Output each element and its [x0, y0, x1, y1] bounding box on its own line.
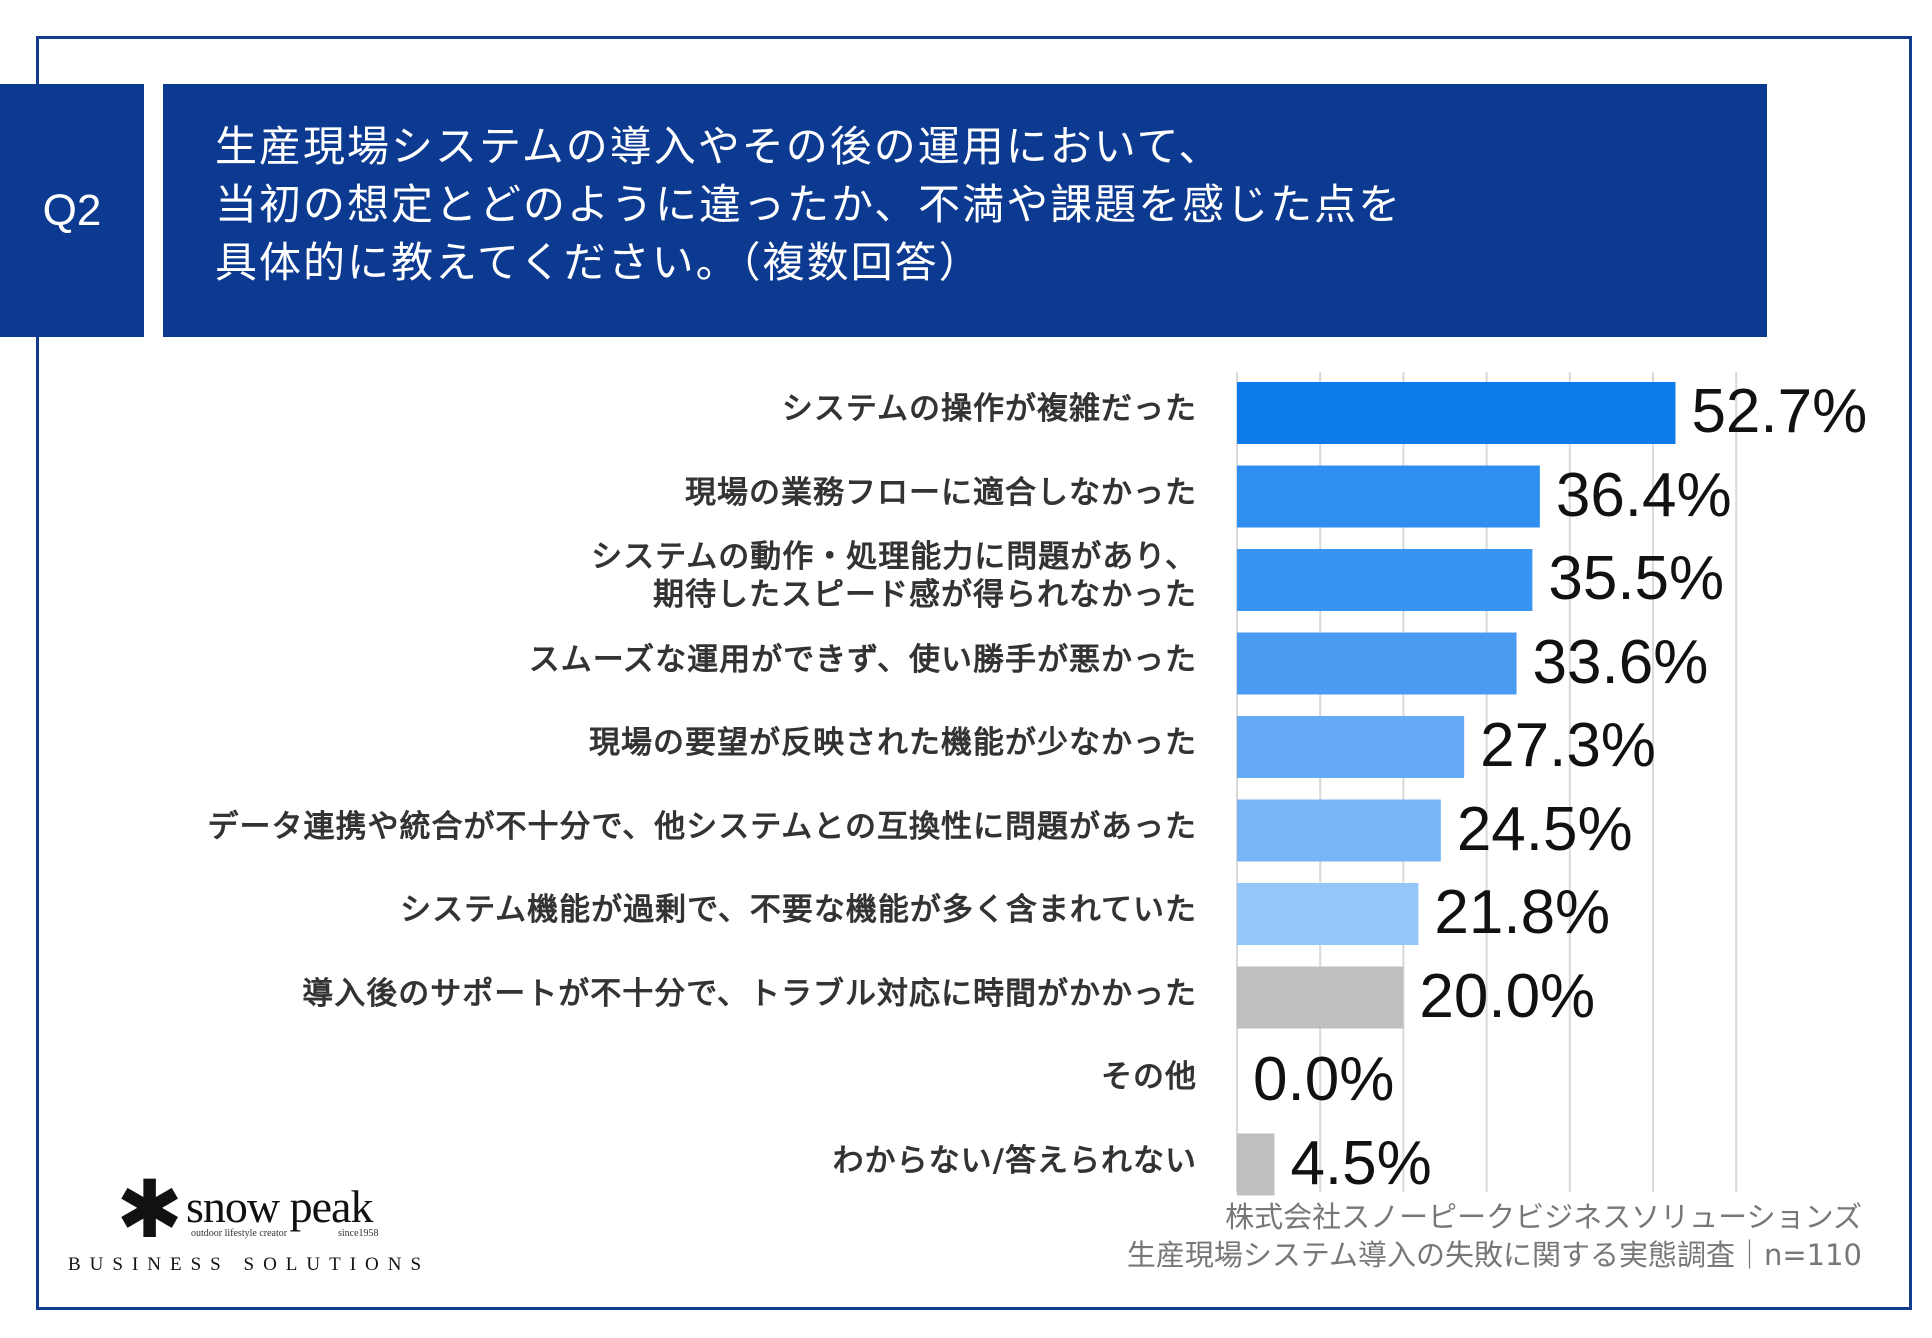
- value-label-2: 35.5%: [1548, 544, 1725, 613]
- source-credit: 株式会社スノーピークビジネスソリューションズ 生産現場システム導入の失敗に関する…: [1127, 1198, 1862, 1274]
- bar-6: [1237, 883, 1419, 945]
- bar-0: [1237, 382, 1676, 444]
- value-label-0: 52.7%: [1691, 377, 1868, 446]
- category-label-8-line-0: その他: [1101, 1059, 1197, 1095]
- bar-1: [1237, 465, 1540, 528]
- category-label-2-line-1: 期待したスピード感が得られなかった: [653, 577, 1197, 613]
- category-label-1-line-0: 現場の業務フローに適合しなかった: [685, 474, 1197, 511]
- value-label-8: 0.0%: [1253, 1045, 1395, 1114]
- figure-frame: [36, 36, 1912, 1310]
- category-label-9-line-0: わからない/答えられない: [832, 1142, 1197, 1179]
- logo-subtitle: BUSINESS SOLUTIONS: [68, 1254, 431, 1275]
- category-label-8: その他: [1101, 1058, 1197, 1096]
- question-line-1: 生産現場システムの導入やその後の運用において、: [215, 122, 1223, 171]
- logo-tagline: outdoor lifestyle creator: [191, 1228, 288, 1239]
- category-label-0-line-0: システムの操作が複雑だった: [781, 391, 1197, 427]
- question-line-2: 当初の想定とどのように違ったか、不満や課題を感じた点を: [215, 180, 1403, 229]
- question-line-3: 具体的に教えてください。（複数回答）: [215, 238, 983, 287]
- category-label-5-line-0: データ連携や統合が不十分で、他システムとの互換性に問題があった: [207, 808, 1197, 845]
- bar-9: [1237, 1133, 1275, 1196]
- asterisk-logo-icon: ✱: [116, 1163, 184, 1256]
- category-label-0: システムの操作が複雑だった: [782, 390, 1197, 428]
- bar-2: [1237, 549, 1533, 611]
- value-label-3: 33.6%: [1532, 627, 1709, 697]
- category-label-2: システムの動作・処理能力に問題があり、 期待したスピード感が得られなかった: [591, 538, 1197, 614]
- category-label-6-line-0: システム機能が過剰で、不要な機能が多く含まれていた: [400, 892, 1197, 928]
- category-label-7: 導入後のサポートが不十分で、トラブル対応に時間がかかった: [302, 975, 1197, 1013]
- snow-peak-logo: ✱ snow peak outdoor lifestyle creator si…: [68, 1170, 448, 1280]
- bar-7: [1237, 966, 1404, 1029]
- category-label-7-line-0: 導入後のサポートが不十分で、トラブル対応に時間がかかった: [302, 975, 1197, 1012]
- credit-company: 株式会社スノーピークビジネスソリューションズ: [1225, 1200, 1862, 1234]
- category-label-4-line-0: 現場の要望が反映された機能が少なかった: [589, 725, 1197, 761]
- category-label-3: スムーズな運用ができず、使い勝手が悪かった: [529, 641, 1197, 679]
- value-label-6: 21.8%: [1434, 878, 1611, 947]
- value-label-9: 4.5%: [1290, 1128, 1432, 1198]
- value-label-7: 20.0%: [1419, 961, 1596, 1031]
- bar-5: [1237, 799, 1441, 862]
- question-box: 生産現場システムの導入やその後の運用において、 当初の想定とどのように違ったか、…: [163, 84, 1767, 337]
- bar-4: [1237, 716, 1465, 778]
- category-label-3-line-0: スムーズな運用ができず、使い勝手が悪かった: [528, 641, 1197, 678]
- value-label-4: 27.3%: [1480, 711, 1656, 780]
- value-label-1: 36.4%: [1555, 460, 1732, 530]
- credit-survey: 生産現場システム導入の失敗に関する実態調査｜n=110: [1126, 1238, 1862, 1272]
- category-label-6: システム機能が過剰で、不要な機能が多く含まれていた: [400, 891, 1197, 929]
- question-badge: Q2: [0, 84, 144, 337]
- category-label-4: 現場の要望が反映された機能が少なかった: [589, 724, 1197, 762]
- bar-3: [1237, 632, 1517, 695]
- category-label-2-line-0: システムの動作・処理能力に問題があり、: [591, 539, 1197, 575]
- category-label-1: 現場の業務フローに適合しなかった: [685, 474, 1197, 512]
- value-label-5: 24.5%: [1456, 794, 1633, 864]
- logo-since: since1958: [338, 1228, 379, 1239]
- category-label-5: データ連携や統合が不十分で、他システムとの互換性に問題があった: [207, 808, 1197, 846]
- logo-name: snow peak: [186, 1181, 373, 1232]
- category-label-9: わからない/答えられない: [833, 1142, 1197, 1180]
